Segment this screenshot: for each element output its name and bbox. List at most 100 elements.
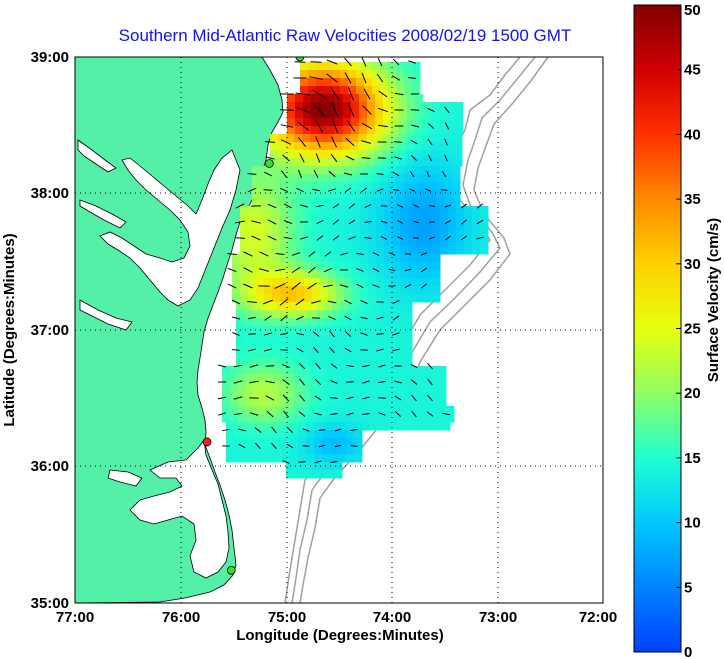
velocity-cell [351, 126, 360, 135]
x-tick-label: 75:00 [268, 609, 306, 626]
velocity-cell [312, 214, 321, 223]
velocity-cell [408, 222, 417, 231]
velocity-cell [392, 230, 401, 239]
velocity-cell [248, 206, 257, 215]
velocity-cell [352, 246, 361, 255]
velocity-cell [392, 206, 401, 215]
velocity-cell [256, 278, 265, 287]
velocity-cell [222, 406, 231, 415]
velocity-vector [361, 122, 373, 130]
velocity-cell [330, 430, 339, 439]
velocity-cell [268, 302, 277, 311]
velocity-cell [226, 446, 235, 455]
velocity-cell [306, 422, 315, 431]
velocity-cell [222, 398, 231, 407]
velocity-cell [335, 126, 344, 135]
velocity-cell [360, 294, 369, 303]
velocity-vector [424, 188, 432, 192]
velocity-cell [287, 110, 296, 119]
velocity-cell [236, 302, 245, 311]
velocity-cell [242, 422, 251, 431]
velocity-cell [407, 118, 416, 127]
velocity-vector [265, 365, 275, 367]
velocity-cell [464, 246, 473, 255]
velocity-vector [378, 380, 386, 384]
velocity-cell [306, 446, 315, 455]
velocity-cell [344, 238, 353, 247]
velocity-cell [442, 422, 451, 431]
velocity-cell [230, 390, 239, 399]
velocity-cell [316, 174, 325, 183]
velocity-cell [447, 102, 456, 111]
velocity-cell [246, 366, 255, 375]
velocity-cell [278, 150, 287, 159]
velocity-cell [276, 174, 285, 183]
velocity-cell [406, 414, 415, 423]
velocity-cell [351, 118, 360, 127]
velocity-cell [326, 398, 335, 407]
velocity-cell [324, 318, 333, 327]
velocity-vector [441, 170, 447, 178]
velocity-cell [340, 190, 349, 199]
velocity-cell [302, 134, 311, 143]
velocity-cell [287, 102, 296, 111]
velocity-cell [232, 270, 241, 279]
velocity-cell [436, 166, 445, 175]
velocity-cell [292, 182, 301, 191]
velocity-cell [328, 246, 337, 255]
velocity-cell [304, 294, 313, 303]
velocity-cell [256, 262, 265, 271]
velocity-cell [284, 190, 293, 199]
velocity-cell [340, 62, 349, 71]
velocity-cell [372, 78, 381, 87]
velocity-vector [314, 119, 324, 133]
velocity-cell [380, 318, 389, 327]
velocity-cell [248, 294, 257, 303]
velocity-cell [316, 190, 325, 199]
velocity-cell [312, 246, 321, 255]
velocity-cell [262, 406, 271, 415]
velocity-vector [346, 412, 354, 416]
velocity-cell [326, 374, 335, 383]
velocity-vector [311, 89, 327, 99]
velocity-cell [423, 126, 432, 135]
velocity-cell [388, 350, 397, 359]
velocity-cell [400, 214, 409, 223]
velocity-cell [278, 414, 287, 423]
velocity-vector [298, 394, 306, 402]
velocity-cell [370, 422, 379, 431]
velocity-cell [310, 406, 319, 415]
velocity-cell [266, 446, 275, 455]
velocity-cell [376, 238, 385, 247]
velocity-vector [330, 87, 340, 101]
velocity-cell [367, 126, 376, 135]
velocity-cell [242, 430, 251, 439]
velocity-cell [374, 382, 383, 391]
velocity-cell [359, 126, 368, 135]
velocity-vector [233, 380, 243, 384]
velocity-cell [440, 238, 449, 247]
velocity-cell [308, 62, 317, 71]
velocity-vector [296, 347, 304, 353]
velocity-cell [356, 358, 365, 367]
velocity-vector [372, 251, 380, 257]
velocity-cell [444, 198, 453, 207]
velocity-cell [300, 86, 309, 95]
velocity-cell [338, 422, 347, 431]
velocity-cell [391, 126, 400, 135]
velocity-vector [444, 122, 450, 130]
velocity-cell [258, 446, 267, 455]
velocity-cell [358, 366, 367, 375]
velocity-cell [286, 150, 295, 159]
velocity-cell [294, 158, 303, 167]
velocity-cell [270, 390, 279, 399]
velocity-cell [332, 78, 341, 87]
velocity-vector [282, 460, 290, 464]
velocity-cell [416, 230, 425, 239]
velocity-cell [358, 414, 367, 423]
velocity-cell [372, 70, 381, 79]
velocity-cell [383, 118, 392, 127]
velocity-cell [328, 222, 337, 231]
velocity-cell [343, 94, 352, 103]
velocity-cell [414, 382, 423, 391]
